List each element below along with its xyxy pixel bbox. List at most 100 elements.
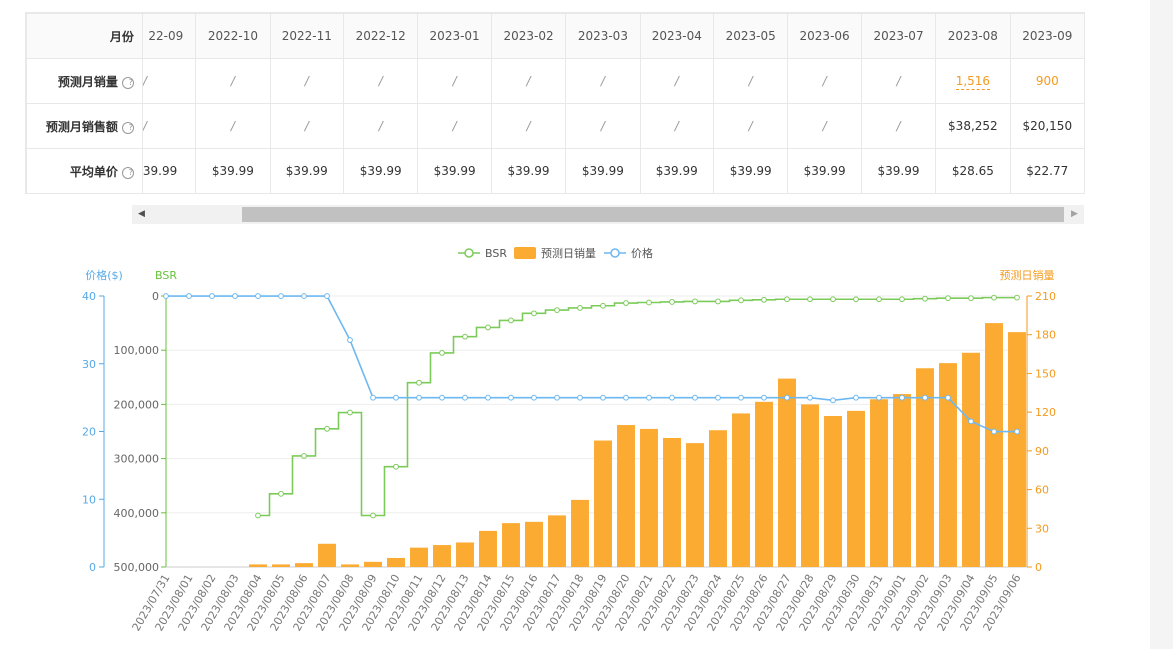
- table-cell: $38,252: [935, 103, 1011, 149]
- table-cell: /: [565, 58, 641, 104]
- price-point: [439, 394, 445, 401]
- bsr-point: [646, 299, 652, 306]
- bsr-point: [991, 294, 997, 301]
- month-header-cell: 2023-05: [713, 13, 789, 59]
- table-cell: /: [860, 103, 937, 149]
- sales-bar: [594, 440, 612, 567]
- cell-value: /: [896, 119, 901, 133]
- cell-value: $39.99: [729, 164, 772, 178]
- cell-value: /: [230, 119, 235, 133]
- sales-bar: [847, 410, 865, 567]
- table-cell: /: [269, 58, 345, 104]
- price-tick-label: 40: [82, 290, 96, 303]
- price-point: [370, 394, 376, 401]
- price-point: [876, 394, 882, 401]
- price-point: [646, 394, 652, 401]
- sales-bar: [824, 416, 842, 567]
- table-horizontal-scrollbar[interactable]: ◀ ▶: [132, 205, 1084, 224]
- table-cell: $39.99: [713, 148, 789, 193]
- price-point: [853, 394, 859, 401]
- price-point: [485, 394, 491, 401]
- table-row: 预测月销售额? / / / / / / / / / / / $38,252 $20,150: [26, 103, 1085, 149]
- bsr-tick-label: 400,000: [114, 507, 160, 520]
- sales-tick-label: 210: [1035, 290, 1056, 303]
- price-point: [922, 394, 928, 401]
- month-header-cell: 2023-01: [417, 13, 492, 59]
- price-point: [738, 394, 744, 401]
- bsr-tick-label: 300,000: [114, 453, 160, 466]
- table-cell: /: [860, 58, 937, 104]
- cell-value: $22.77: [1026, 164, 1069, 178]
- cell-value: /: [452, 119, 457, 133]
- month-header-cell: 2023-08: [935, 13, 1011, 59]
- price-point: [692, 394, 698, 401]
- triangle-left-icon[interactable]: ◀: [138, 209, 145, 219]
- monthly-forecast-table: 月份 22-09 2022-10 2022-11 2022-12 2023-01 2023-…: [25, 12, 1085, 194]
- month-header-cell: 2023-02: [490, 13, 567, 59]
- sales-bar: [663, 437, 681, 567]
- price-point: [968, 418, 974, 425]
- cell-value[interactable]: 1,516: [955, 74, 991, 90]
- legend-label: 价格: [631, 246, 653, 260]
- bsr-point: [623, 300, 629, 306]
- price-point: [301, 293, 307, 299]
- month-header-cell: 2022-11: [269, 13, 345, 59]
- sales-bar: [732, 413, 750, 567]
- price-line: [166, 295, 1017, 433]
- table-cell: $28.65: [935, 148, 1011, 193]
- table-cell: /: [417, 103, 492, 149]
- bsr-point: [669, 299, 675, 305]
- cell-value: /: [230, 74, 235, 88]
- price-point: [761, 394, 767, 401]
- cell-value: /: [748, 119, 753, 133]
- question-circle-icon[interactable]: ?: [121, 76, 134, 89]
- bsr-point: [761, 296, 767, 303]
- sales-bar: [410, 547, 428, 567]
- price-point: [554, 394, 560, 401]
- table-cell: /: [417, 58, 492, 104]
- table-cell: $39.99: [860, 148, 937, 193]
- sales-bar: [801, 404, 819, 567]
- price-point: [807, 394, 813, 401]
- table-cell: /: [490, 103, 567, 149]
- table-cell: $39.99: [787, 148, 862, 193]
- question-circle-icon[interactable]: ?: [121, 121, 134, 134]
- price-point: [1014, 428, 1020, 435]
- forecast-table: 月份 22-09 2022-10 2022-11 2022-12 2023-01 2023-…: [26, 13, 1085, 193]
- cell-value: /: [674, 119, 679, 133]
- table-cell: /: [490, 58, 567, 104]
- bsr-point: [807, 296, 813, 303]
- bsr-tick-label: 200,000: [114, 398, 160, 411]
- sales-tick-label: 0: [1035, 561, 1042, 574]
- cell-value: 900: [1035, 74, 1059, 88]
- month-header-cell: 2023-07: [860, 13, 937, 59]
- price-point: [255, 293, 261, 299]
- bsr-point: [531, 310, 537, 317]
- table-cell: /: [269, 103, 345, 149]
- table-cell: $39.99: [565, 148, 641, 193]
- cell-value: /: [142, 74, 147, 88]
- price-point: [991, 428, 997, 435]
- cell-value: /: [526, 119, 531, 133]
- month-header-cell: 2022-10: [195, 13, 271, 59]
- legend-label: 预测日销量: [541, 246, 596, 260]
- legend-label: BSR: [485, 247, 507, 260]
- cell-value: $28.65: [951, 164, 994, 178]
- sales-bar: [295, 563, 313, 567]
- sales-tick-label: 180: [1035, 329, 1056, 342]
- sales-bar: [1008, 332, 1026, 567]
- sales-tick-label: 90: [1035, 445, 1049, 458]
- sales-bar: [755, 401, 773, 567]
- table-cell: $39.99: [269, 148, 345, 193]
- cell-value: $39.99: [803, 164, 846, 178]
- bsr-point: [945, 295, 951, 302]
- month-header-cell: 22-09: [141, 13, 197, 59]
- sales-bar: [272, 564, 290, 567]
- price-point: [623, 394, 629, 401]
- bsr-point: [600, 302, 606, 309]
- month-header-cell: 2023-06: [787, 13, 862, 59]
- cell-value: /: [674, 74, 679, 88]
- question-circle-icon[interactable]: ?: [121, 166, 134, 179]
- scrollbar-thumb[interactable]: [242, 207, 1064, 222]
- triangle-right-icon[interactable]: ▶: [1071, 209, 1078, 219]
